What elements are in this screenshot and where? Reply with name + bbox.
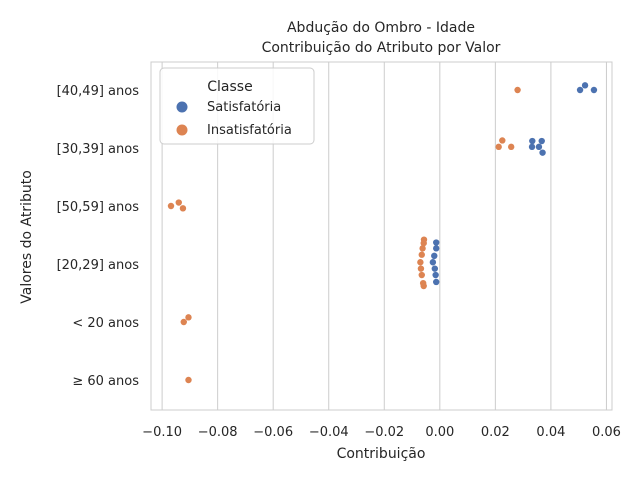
x-tick-label: −0.08 — [198, 425, 238, 440]
data-point — [420, 282, 427, 290]
chart-title: Abdução do Ombro - Idade — [287, 20, 475, 36]
y-tick-label: ≥ 60 anos — [72, 374, 139, 389]
legend-title: Classe — [207, 79, 252, 95]
x-tick-label: 0.06 — [592, 425, 621, 440]
y-tick-label: [30,39] anos — [57, 142, 140, 157]
data-point — [418, 251, 425, 258]
x-tick-label: −0.06 — [253, 425, 293, 440]
data-points — [167, 82, 598, 384]
x-tick-label: 0.04 — [536, 425, 565, 440]
y-tick-label: < 20 anos — [72, 316, 139, 331]
data-point — [431, 265, 439, 272]
data-point — [180, 318, 187, 326]
data-point — [429, 259, 437, 266]
y-tick-label: [20,29] anos — [57, 258, 140, 273]
data-point — [420, 239, 427, 247]
data-point — [419, 245, 426, 252]
y-axis: [40,49] anos [30,39] anos [50,59] anos [20,… — [57, 84, 140, 389]
x-axis-label: Contribuição — [337, 446, 426, 462]
data-point — [179, 205, 187, 212]
data-point — [576, 86, 584, 94]
x-tick-label: 0.02 — [481, 425, 510, 440]
data-point — [535, 143, 543, 151]
legend-box — [159, 67, 315, 145]
data-point — [495, 143, 502, 151]
legend-marker-satisfatoria — [176, 101, 188, 113]
data-point — [590, 86, 598, 94]
y-tick-label: [50,59] anos — [57, 200, 140, 215]
data-point — [175, 199, 182, 206]
legend-label-satisfatoria: Satisfatória — [207, 100, 281, 115]
data-point — [528, 143, 536, 151]
data-point — [417, 265, 425, 272]
data-point — [581, 82, 589, 89]
data-point — [417, 259, 424, 266]
plot-frame — [150, 61, 613, 411]
x-tick-label: −0.04 — [309, 425, 349, 440]
legend: Classe Satisfatória Insatisfatória — [159, 67, 315, 145]
data-point — [185, 376, 192, 384]
y-axis-label: Valores do Atributo — [19, 170, 35, 304]
data-point — [538, 137, 545, 145]
x-axis: −0.10 −0.08 −0.06 −0.04 −0.02 0.00 0.02 0.04 0.0… — [142, 425, 621, 440]
data-point — [431, 252, 438, 260]
data-point — [507, 143, 515, 151]
data-point — [529, 137, 536, 145]
data-point — [539, 149, 546, 156]
x-tick-label: −0.10 — [142, 425, 182, 440]
data-point — [499, 137, 506, 144]
data-point — [167, 202, 175, 210]
chart-subtitle: Contribuição do Atributo por Valor — [262, 40, 501, 56]
data-point — [514, 86, 521, 94]
x-tick-label: −0.02 — [364, 425, 404, 440]
data-point — [185, 314, 192, 321]
legend-label-insatisfatoria: Insatisfatória — [207, 123, 292, 138]
data-point — [433, 278, 440, 286]
data-point — [432, 271, 439, 279]
y-tick-label: [40,49] anos — [57, 84, 140, 99]
x-tick-label: 0.00 — [425, 425, 454, 440]
legend-marker-insatisfatoria — [176, 124, 188, 136]
data-point — [418, 271, 425, 279]
data-point — [433, 245, 440, 252]
data-point — [433, 239, 440, 246]
